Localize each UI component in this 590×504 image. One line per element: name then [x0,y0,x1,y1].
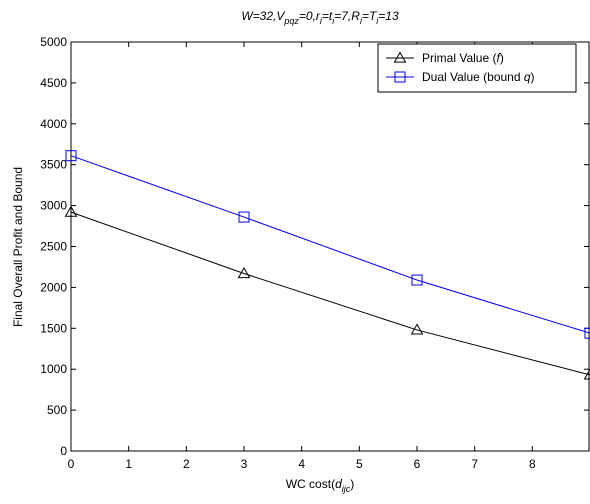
x-tick-label: 3 [241,457,248,471]
chart-title-part: W=32,V [241,9,285,23]
data-point-marker [64,205,78,217]
y-axis-label: Final Overall Profit and Bound [11,167,25,327]
y-tick-label: 2500 [40,240,67,254]
series-line [70,155,590,334]
legend-item: Dual Value (bound q) [386,70,535,84]
x-tick-label: 5 [356,457,363,471]
y-tick-label: 1500 [40,321,67,335]
data-point-marker [411,274,423,286]
x-tick-label: 0 [68,457,75,471]
x-tick-label: 8 [529,457,536,471]
series-2 [65,150,590,339]
legend-label-part: Dual Value (bound [422,70,524,84]
legend-label-part: Primal Value ( [422,51,496,65]
data-point-marker [584,327,590,339]
x-tick-label: 4 [298,457,305,471]
x-axis-label-part: ) [350,477,354,491]
legend: Primal Value (f)Dual Value (bound q) [377,43,577,93]
x-tick-label: 1 [125,457,132,471]
x-tick-label: 2 [183,457,190,471]
series-line [70,211,590,376]
chart-title-part: =13 [378,9,399,23]
legend-box [377,43,577,93]
y-tick-label: 500 [47,403,67,417]
legend-label: Dual Value (bound q) [422,70,535,84]
y-tick-label: 2000 [40,280,67,294]
chart-title-part: i [360,16,363,26]
data-point-marker [237,266,251,279]
x-tick-label: 6 [414,457,421,471]
chart-title-part: =0,r [299,9,321,23]
chart-title-part: i [332,16,335,26]
x-axis: 0 1 2 3 4 5 6 7 8 [68,42,536,471]
y-tick-label: 5000 [40,35,67,49]
legend-marker-icon [393,51,407,63]
x-axis-label: WC cost(dijc) [286,477,355,494]
y-tick-label: 4000 [40,117,67,131]
x-axis-label-part: WC cost( [286,477,335,491]
data-point-marker [65,150,77,162]
y-tick-label: 0 [60,444,67,458]
legend-label-part: ) [500,51,504,65]
legend-label-part: q [524,70,531,84]
chart-title-part: pqz [283,16,299,26]
chart-title-part: i [320,16,323,26]
data-point-marker [238,211,250,223]
legend-label-part: ) [531,70,535,84]
plot-area [70,41,590,452]
x-tick-label: 7 [471,457,478,471]
data-point-marker [410,323,424,335]
legend-label-part: f [496,51,501,65]
chart-title-part: =7,R [334,9,360,23]
y-tick-label: 3500 [40,158,67,172]
y-tick-label: 3000 [40,199,67,213]
y-axis: 0 500 1000 1500 2000 2500 3000 3500 4000 4500 5000 [40,35,589,458]
legend-label: Primal Value (f) [422,51,504,65]
legend-marker-icon [394,71,406,83]
y-tick-label: 1000 [40,362,67,376]
legend-item: Primal Value (f) [386,51,504,65]
series-1 [64,205,590,380]
chart-title-part: =t [322,9,333,23]
data-point-marker [583,368,590,380]
chart-title: W=32,Vpqz=0,ri=ti=7,Ri=Ti=13 [241,9,399,26]
y-tick-label: 4500 [40,76,67,90]
series-layer [64,150,590,380]
chart-title-part: i [376,16,379,26]
x-axis-label-part: ijc [342,484,351,494]
chart-title-part: =T [362,9,378,23]
x-axis-label-part: d [335,477,342,491]
